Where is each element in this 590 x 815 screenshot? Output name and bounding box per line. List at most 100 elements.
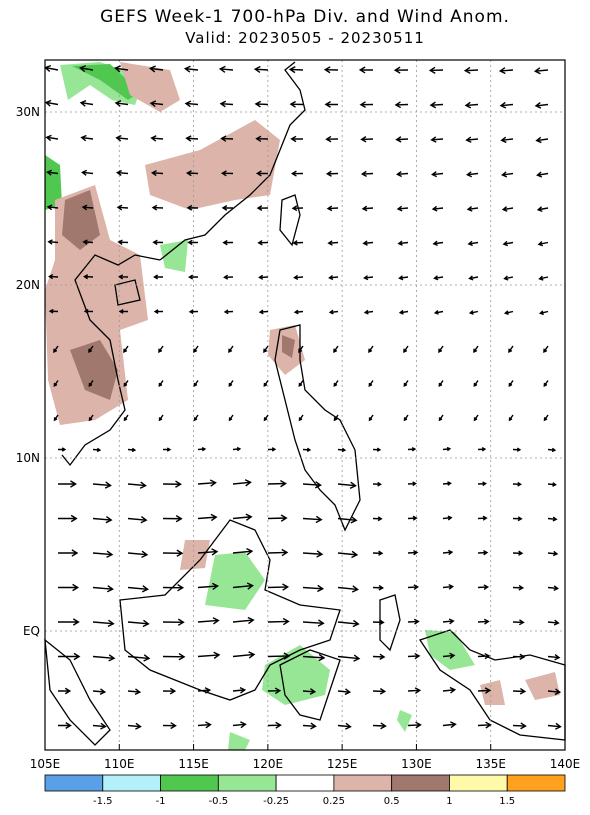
wind-arrow <box>219 100 234 108</box>
wind-arrow <box>302 447 312 452</box>
wind-arrow <box>45 134 59 142</box>
wind-arrow <box>220 170 234 177</box>
shade-green <box>228 732 250 750</box>
wind-arrow <box>302 619 325 627</box>
shade-pink <box>120 62 180 112</box>
wind-arrow <box>512 584 525 591</box>
wind-arrow <box>477 481 487 487</box>
wind-arrow <box>512 481 522 487</box>
shade-green <box>160 240 188 272</box>
wind-arrow <box>512 516 523 522</box>
wind-arrow <box>188 274 199 280</box>
wind-arrow <box>48 274 59 280</box>
colorbar: -1.5 -1 -0.5 -0.25 0.25 0.5 1 1.5 <box>44 774 566 807</box>
wind-arrow <box>372 722 387 730</box>
map-background <box>45 60 565 750</box>
wind-arrow <box>158 345 164 354</box>
wind-arrow <box>88 345 94 354</box>
wind-arrow <box>328 309 339 315</box>
wind-arrow <box>79 65 94 73</box>
wind-arrow <box>477 618 490 625</box>
map-frame <box>44 59 566 751</box>
wind-arrow <box>254 100 269 108</box>
wind-arrow <box>466 171 479 178</box>
wind-arrow <box>547 516 558 522</box>
wind-arrow <box>267 687 282 695</box>
wind-arrow <box>267 617 290 626</box>
wind-arrow <box>302 550 324 558</box>
colorbar-label: -0.5 <box>209 796 229 807</box>
wind-arrow <box>58 618 80 626</box>
wind-arrow <box>403 380 409 387</box>
wind-arrow <box>407 652 421 660</box>
title: GEFS Week-1 700-hPa Div. and Wind Anom. <box>100 7 510 27</box>
wind-arrow <box>325 170 339 177</box>
wind-arrow <box>158 414 164 422</box>
wind-arrow <box>46 169 59 176</box>
shade-pink <box>180 540 210 570</box>
wind-arrow <box>291 205 304 212</box>
wind-arrow <box>438 345 444 354</box>
shade-brown <box>70 340 118 400</box>
coast-hainan <box>114 279 141 306</box>
wind-arrow <box>327 240 339 246</box>
wind-arrow <box>58 722 72 729</box>
wind-arrow <box>397 240 409 246</box>
wind-arrow <box>232 582 254 590</box>
wind-arrow <box>473 380 479 387</box>
wind-arrow <box>477 584 490 591</box>
wind-arrow <box>433 275 444 281</box>
wind-arrow <box>372 481 382 487</box>
wind-arrow <box>512 447 522 452</box>
wind-arrow <box>407 721 422 729</box>
wind-arrow <box>123 414 129 422</box>
wind-arrow <box>298 414 304 422</box>
wind-arrow <box>442 515 453 521</box>
wind-arrow <box>359 101 374 109</box>
wind-arrow <box>46 204 59 211</box>
wind-arrow <box>442 584 455 590</box>
wind-arrow <box>92 619 115 627</box>
wind-arrow <box>547 585 560 591</box>
wind-arrow <box>428 66 444 74</box>
wind-arrow <box>44 99 59 107</box>
wind-arrow <box>512 550 524 556</box>
wind-arrow <box>395 136 409 143</box>
wind-arrow <box>162 549 184 557</box>
wind-arrow <box>337 722 352 730</box>
wind-arrow <box>298 380 304 387</box>
wind-arrow <box>184 100 199 108</box>
wind-arrow <box>429 101 444 109</box>
wind-arrow <box>537 240 549 247</box>
wind-arrow <box>368 345 374 354</box>
wind-arrow <box>363 309 374 315</box>
shade-pink <box>480 680 505 705</box>
wind-arrow <box>193 345 199 354</box>
wind-arrow <box>396 205 409 212</box>
wind-arrow <box>197 617 220 625</box>
shade-green <box>397 710 412 732</box>
wind-arrow <box>502 240 514 247</box>
wind-arrow <box>477 515 488 521</box>
wind-arrow <box>368 414 374 422</box>
wind-arrow <box>150 169 164 177</box>
wind-arrow <box>117 239 129 245</box>
wind-arrow <box>58 583 80 592</box>
wind-arrow <box>543 345 549 354</box>
wind-arrow <box>499 101 514 109</box>
colorbar-label: 0.25 <box>323 796 345 807</box>
shade-green <box>205 552 265 610</box>
lon-label: 130E <box>401 757 432 771</box>
wind-arrow <box>398 309 409 315</box>
wind-arrow <box>432 240 444 247</box>
wind-arrow <box>293 309 304 315</box>
wind-arrow <box>80 134 94 142</box>
wind-arrow <box>407 447 417 452</box>
wind-arrow <box>363 275 374 281</box>
wind-arrow <box>267 721 282 729</box>
wind-arrow <box>394 101 409 109</box>
wind-arrow <box>187 239 199 246</box>
wind-arrow <box>372 516 383 522</box>
colorbar-swatch <box>217 774 277 792</box>
wind-arrows <box>44 64 562 730</box>
